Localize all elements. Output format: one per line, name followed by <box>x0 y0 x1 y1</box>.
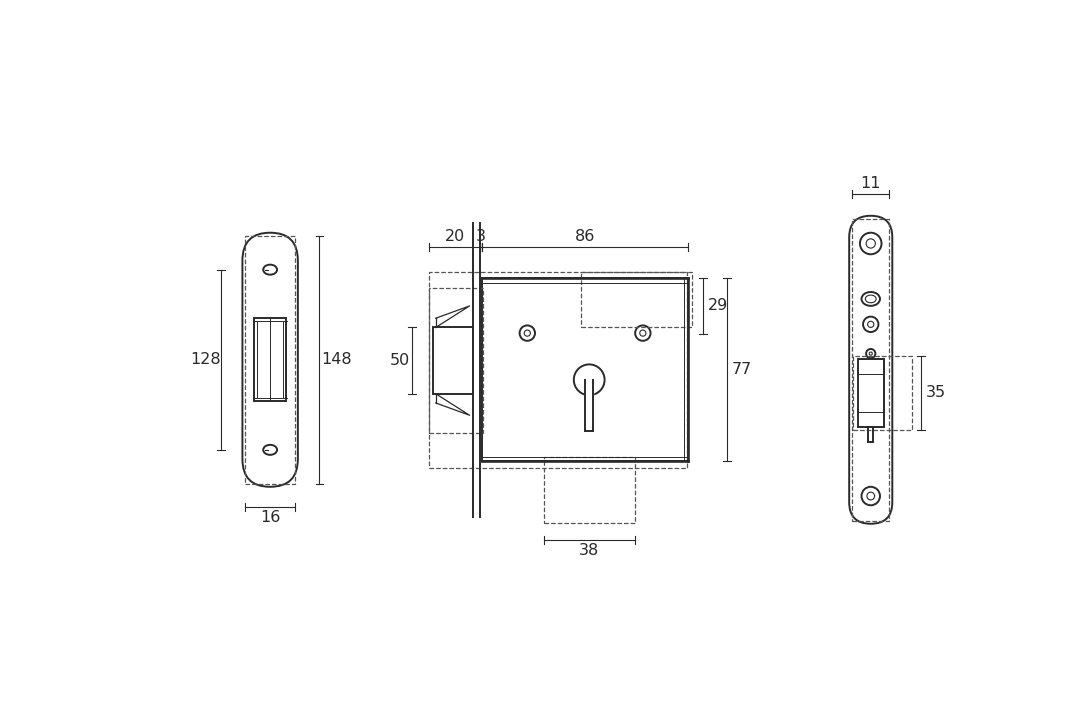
Bar <box>245 235 295 484</box>
Bar <box>429 272 687 467</box>
Text: 35: 35 <box>927 385 946 400</box>
Text: 128: 128 <box>190 352 220 367</box>
Text: 3: 3 <box>476 229 486 244</box>
Bar <box>433 328 473 394</box>
Polygon shape <box>585 380 593 431</box>
Bar <box>853 356 912 430</box>
Text: 11: 11 <box>861 176 881 191</box>
Text: 29: 29 <box>708 298 728 313</box>
Bar <box>543 456 635 523</box>
Text: 38: 38 <box>579 543 599 558</box>
Text: 16: 16 <box>260 510 281 525</box>
Bar <box>581 272 692 328</box>
Bar <box>257 321 283 398</box>
Text: 50: 50 <box>390 353 409 368</box>
Text: 148: 148 <box>321 352 352 367</box>
Bar <box>429 288 483 433</box>
Text: 86: 86 <box>575 229 595 244</box>
Bar <box>852 219 889 521</box>
Bar <box>254 318 286 401</box>
Bar <box>482 278 688 462</box>
Text: 77: 77 <box>732 362 753 377</box>
Text: 20: 20 <box>445 229 464 244</box>
Bar <box>858 359 883 427</box>
